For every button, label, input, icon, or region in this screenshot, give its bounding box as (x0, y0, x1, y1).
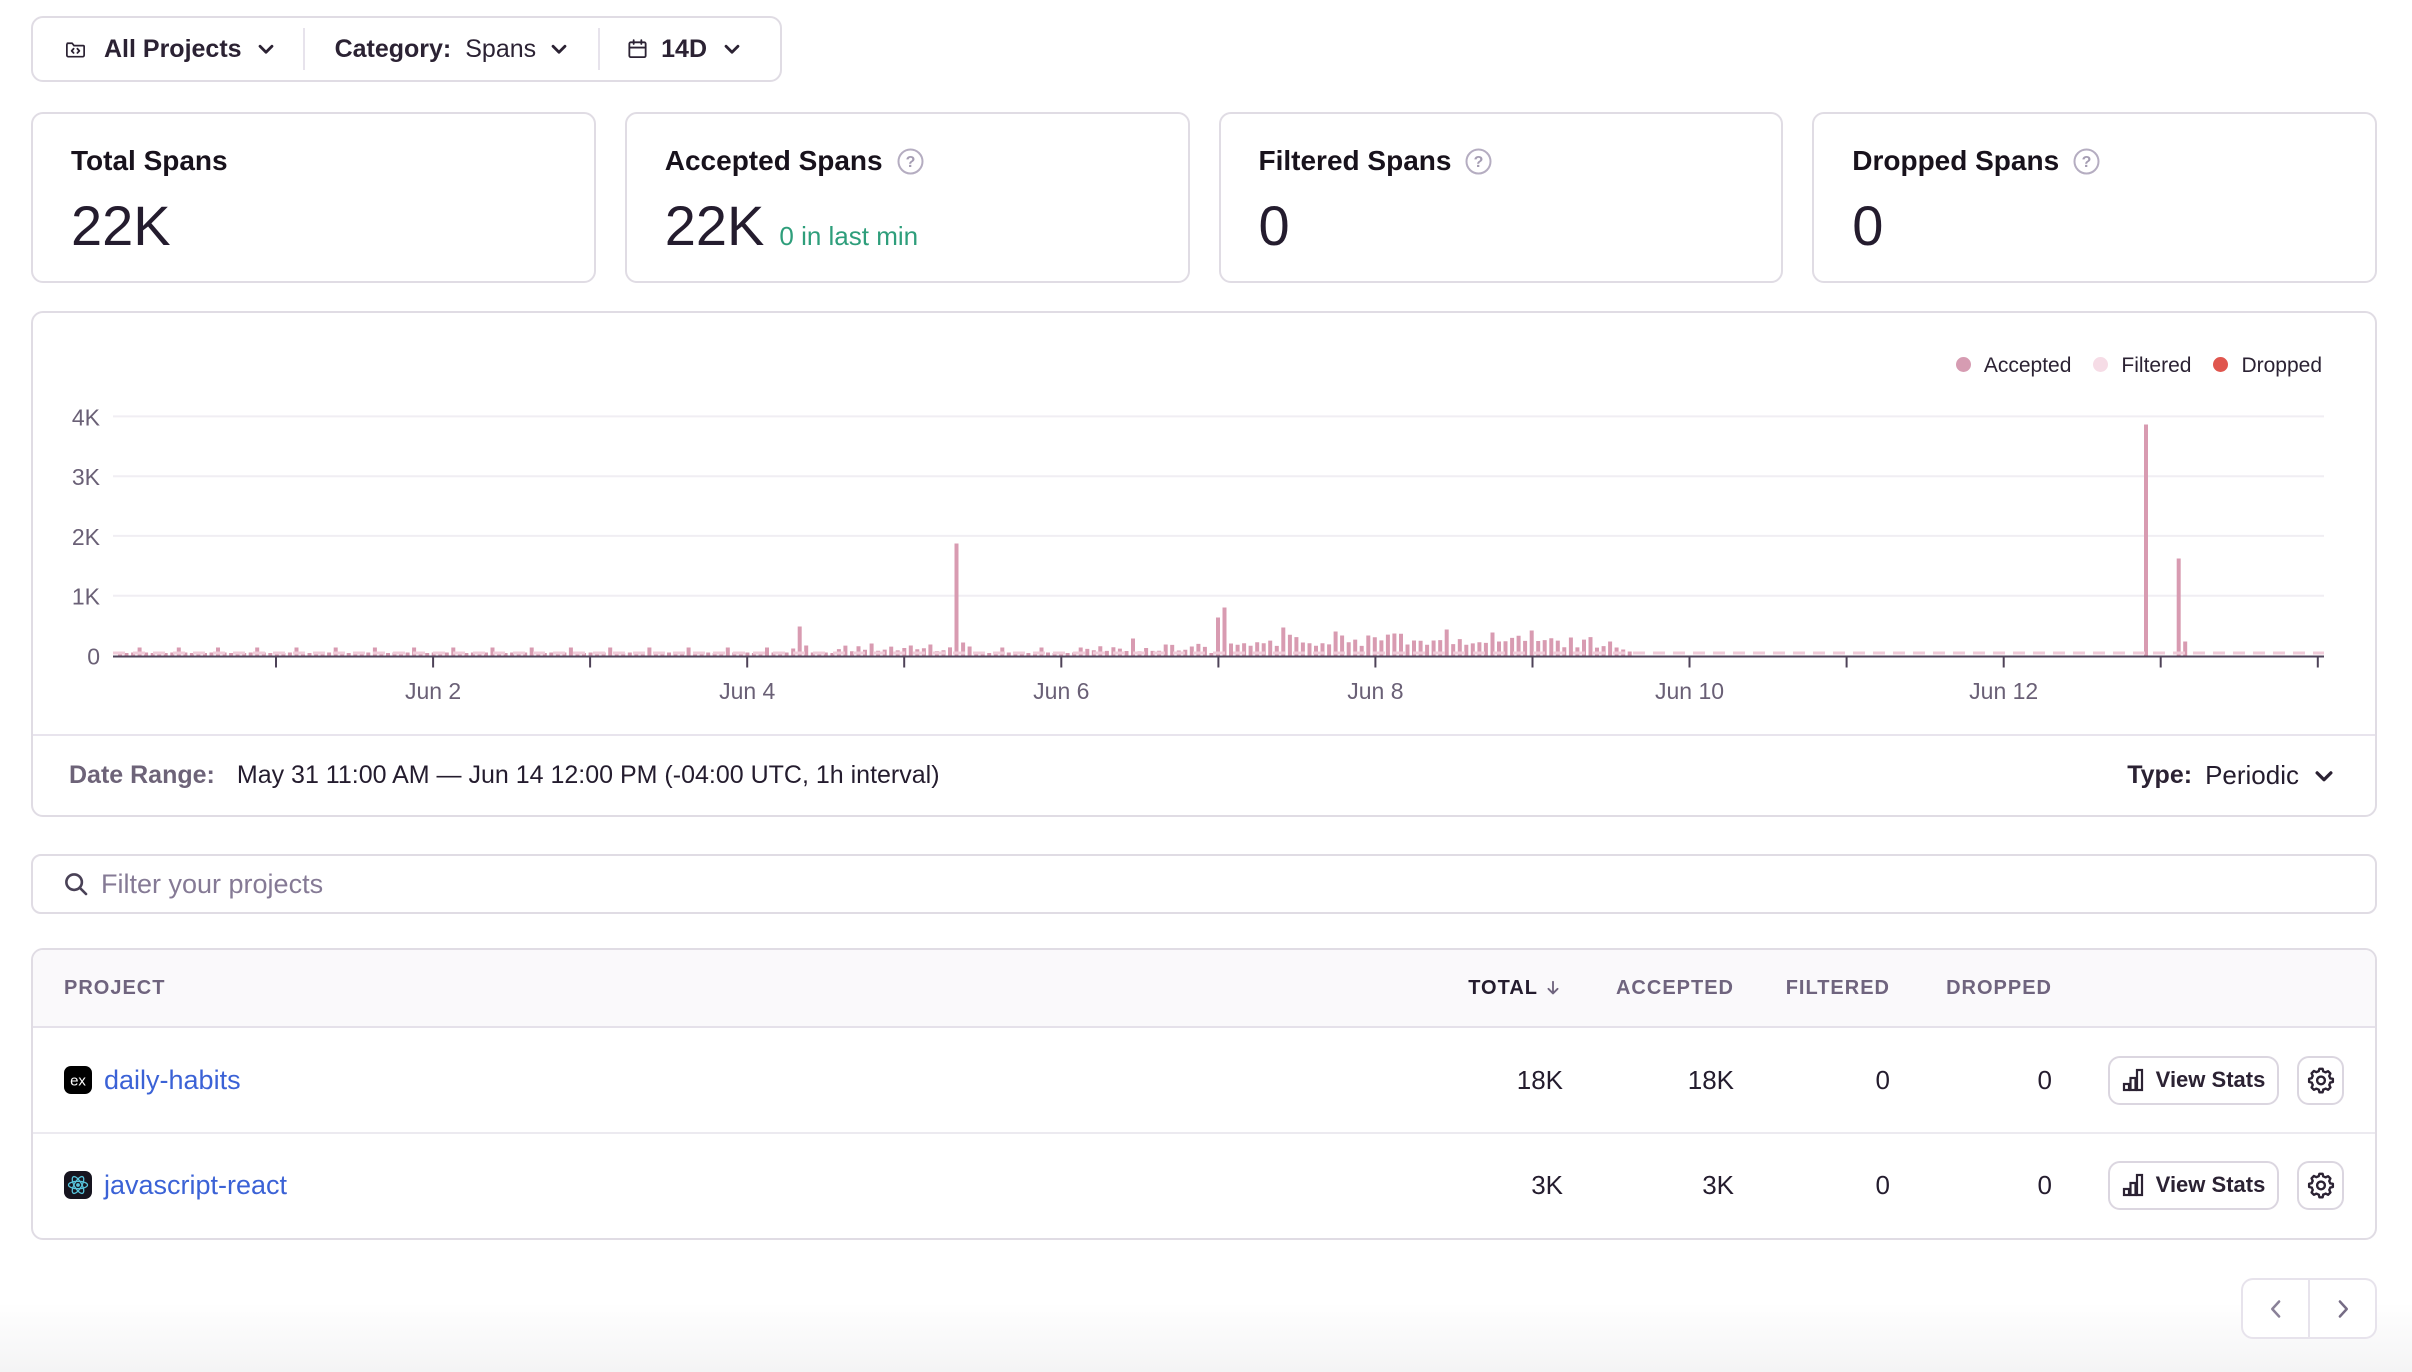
svg-text:Jun 4: Jun 4 (719, 678, 775, 704)
svg-text:?: ? (1474, 154, 1484, 171)
svg-text:Jun 10: Jun 10 (1655, 678, 1724, 704)
svg-text:2K: 2K (72, 524, 101, 550)
svg-text:Jun 2: Jun 2 (405, 678, 461, 704)
svg-text:?: ? (2082, 154, 2092, 171)
svg-text:ex: ex (70, 1073, 86, 1090)
svg-text:Jun 12: Jun 12 (1969, 678, 2038, 704)
svg-text:Jun 6: Jun 6 (1033, 678, 1089, 704)
svg-text:0: 0 (87, 644, 100, 670)
svg-text:4K: 4K (72, 404, 101, 430)
svg-text:?: ? (905, 154, 915, 171)
svg-text:1K: 1K (72, 584, 101, 610)
svg-text:Jun 8: Jun 8 (1347, 678, 1403, 704)
svg-text:3K: 3K (72, 464, 101, 490)
